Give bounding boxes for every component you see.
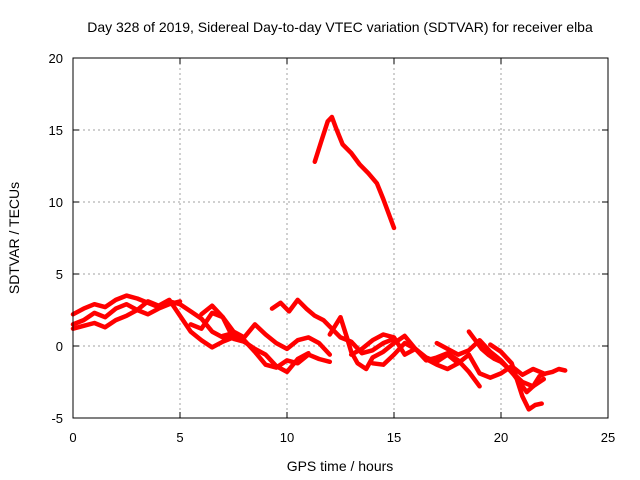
x-tick-label: 15 — [387, 430, 401, 445]
y-tick-label: 15 — [49, 123, 63, 138]
x-axis-label: GPS time / hours — [287, 458, 394, 474]
y-tick-label: 10 — [49, 195, 63, 210]
series-arc-3 — [70, 299, 183, 331]
series-arc-9 — [327, 314, 461, 372]
series-arc-12 — [434, 337, 547, 389]
x-tick-label: 0 — [69, 430, 76, 445]
y-tick-label: 5 — [56, 267, 63, 282]
data-series — [70, 114, 568, 412]
series-arc-2 — [70, 297, 236, 350]
series-arc-8 — [312, 114, 397, 231]
series-arc-14 — [488, 342, 544, 412]
grid — [73, 58, 608, 418]
y-tick-label: 20 — [49, 51, 63, 66]
series-arc-6 — [220, 330, 333, 370]
chart-title: Day 328 of 2019, Sidereal Day-to-day VTE… — [87, 19, 593, 35]
x-tick-label: 20 — [494, 430, 508, 445]
series-arc-5 — [199, 303, 333, 357]
y-tick-label: -5 — [51, 411, 63, 426]
series-arc-1 — [70, 293, 247, 344]
x-tick-label: 25 — [601, 430, 615, 445]
plot-frame — [72, 57, 609, 419]
y-axis-label: SDTVAR / TECUs — [6, 182, 22, 294]
x-tick-label: 5 — [176, 430, 183, 445]
axis-ticks: 0 5 10 15 20 25 -5 0 5 10 15 20 — [49, 51, 616, 445]
y-tick-label: 0 — [56, 339, 63, 354]
series-arc-7 — [269, 297, 397, 356]
x-tick-label: 10 — [280, 430, 294, 445]
